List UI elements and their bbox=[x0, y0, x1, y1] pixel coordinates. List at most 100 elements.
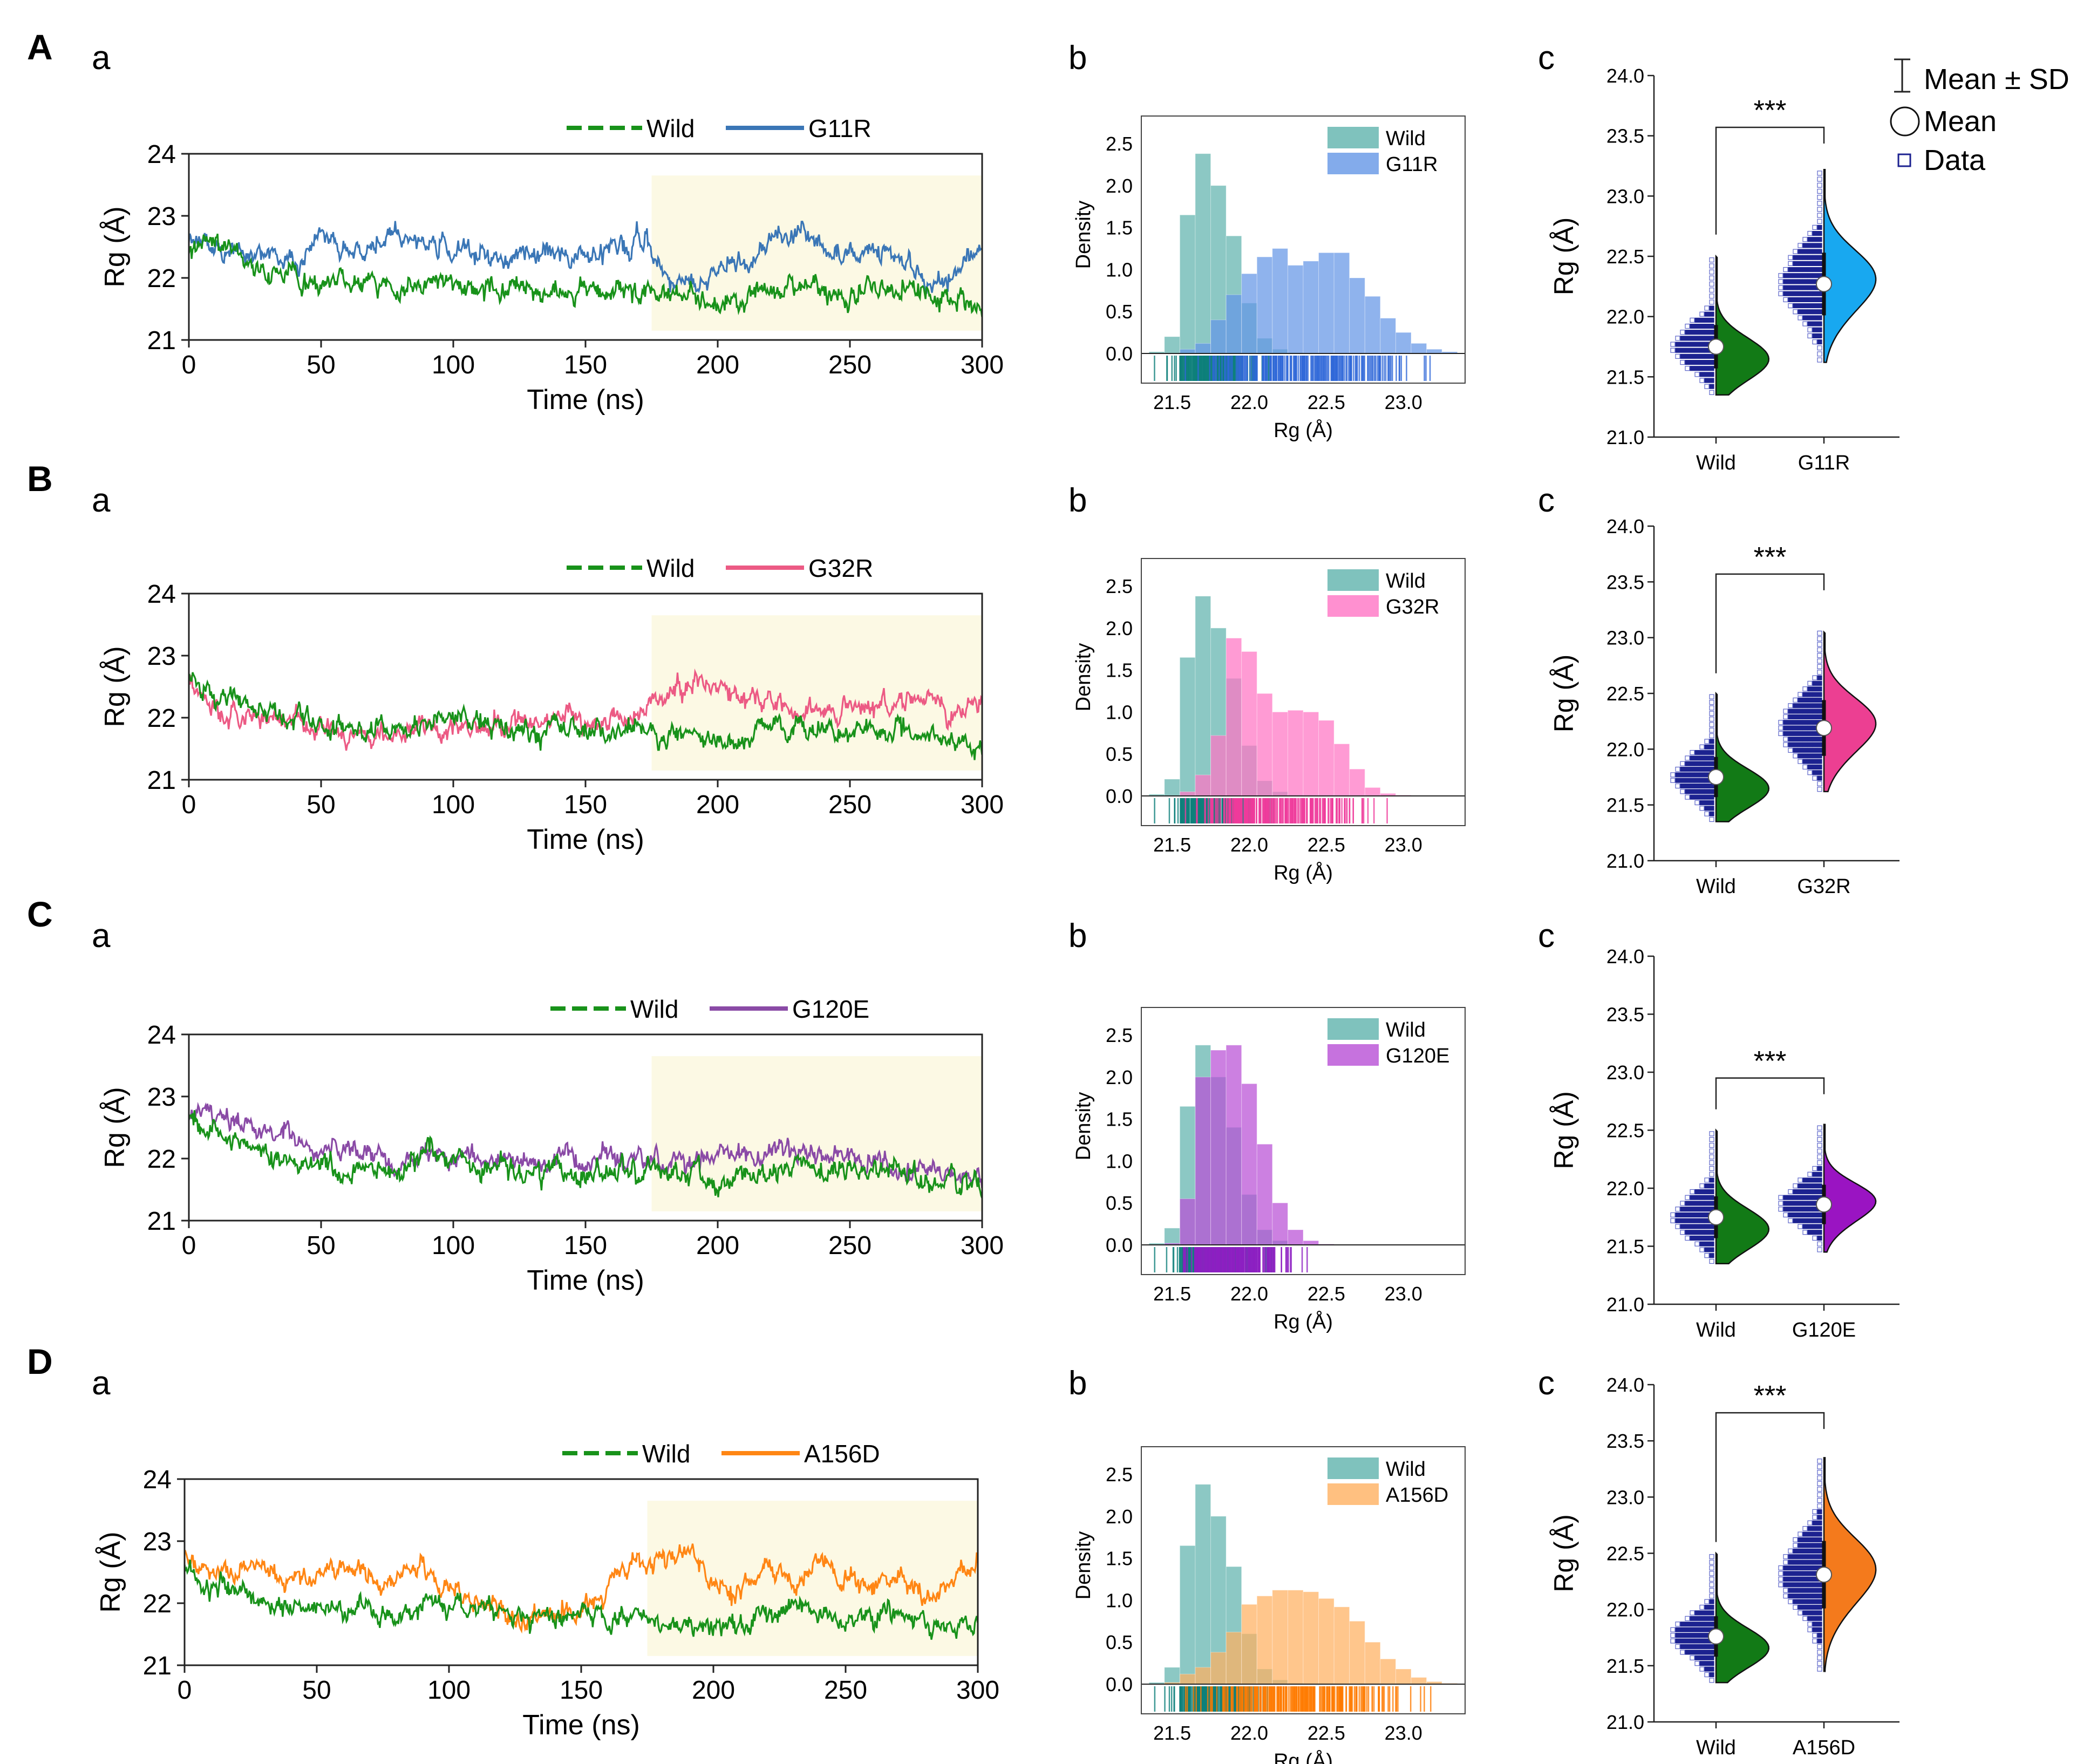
data-point bbox=[1783, 1588, 1788, 1593]
data-point bbox=[1812, 731, 1817, 737]
data-point bbox=[1685, 1235, 1690, 1241]
data-point bbox=[1802, 1582, 1808, 1588]
data-point bbox=[1694, 1189, 1700, 1195]
data-point bbox=[1807, 303, 1813, 309]
data-point bbox=[1802, 1543, 1808, 1548]
data-point bbox=[1817, 255, 1822, 260]
series-line-wild bbox=[188, 1110, 983, 1198]
data-point bbox=[1709, 359, 1714, 365]
data-point bbox=[1694, 359, 1700, 365]
data-point bbox=[1807, 1565, 1813, 1571]
data-point bbox=[1812, 1531, 1817, 1537]
data-point bbox=[1807, 770, 1813, 775]
data-point bbox=[1694, 794, 1700, 800]
y-tick-label: 0.0 bbox=[1106, 343, 1133, 365]
data-point bbox=[1680, 330, 1685, 335]
data-point bbox=[1793, 1554, 1798, 1559]
data-point bbox=[1807, 273, 1813, 278]
data-point bbox=[1709, 794, 1714, 800]
y-axis-label: Density bbox=[1072, 1092, 1095, 1161]
hist-bar-a156d bbox=[1303, 1591, 1319, 1685]
data-point bbox=[1709, 311, 1714, 317]
x-tick-label: 22.5 bbox=[1308, 1283, 1345, 1305]
data-point bbox=[1793, 714, 1798, 720]
data-point bbox=[1694, 1218, 1700, 1223]
data-point bbox=[1694, 1195, 1700, 1200]
data-point bbox=[1788, 1189, 1793, 1195]
data-point bbox=[1807, 1576, 1813, 1582]
data-point bbox=[1817, 770, 1822, 775]
hist-bar-a156d bbox=[1333, 1606, 1350, 1685]
x-tick-label: Wild bbox=[1696, 1736, 1736, 1759]
data-point bbox=[1802, 1177, 1808, 1183]
legend-sd-label: Mean ± SD bbox=[1924, 63, 2069, 96]
data-point bbox=[1812, 1576, 1817, 1582]
data-point bbox=[1709, 755, 1714, 761]
data-point bbox=[1817, 1469, 1822, 1475]
data-point bbox=[1699, 311, 1705, 317]
y-tick-label: 2.0 bbox=[1106, 617, 1133, 639]
data-point bbox=[1670, 1627, 1676, 1632]
data-point bbox=[1685, 1616, 1690, 1621]
row-B: Ba b c 0 50 100 150 200 250 300 21 22 23 24 Time (ns) R… bbox=[27, 459, 1899, 898]
x-tick-label: 21.5 bbox=[1153, 834, 1191, 856]
hist-bar-g120e bbox=[1272, 1202, 1288, 1245]
legend-swatch-mutant bbox=[1327, 153, 1379, 174]
data-point bbox=[1694, 772, 1700, 778]
data-point bbox=[1690, 1622, 1695, 1627]
data-point bbox=[1817, 642, 1822, 647]
data-point bbox=[1778, 1582, 1783, 1588]
data-point bbox=[1802, 309, 1808, 315]
panel-label-c: c bbox=[1538, 482, 1555, 519]
y-tick-label: 22 bbox=[147, 1145, 176, 1174]
data-point bbox=[1675, 783, 1680, 789]
data-point bbox=[1812, 747, 1817, 753]
hist-bar-g120e bbox=[1210, 1050, 1227, 1245]
data-point bbox=[1699, 323, 1705, 329]
hist-bar-g120e bbox=[1225, 1045, 1242, 1245]
hist-bar-g11r bbox=[1411, 343, 1427, 354]
data-point bbox=[1704, 794, 1710, 800]
y-axis-label: Rg (Å) bbox=[1549, 1514, 1579, 1592]
y-tick-label: 21 bbox=[143, 1652, 172, 1680]
data-point bbox=[1778, 725, 1783, 731]
data-point bbox=[1807, 1224, 1813, 1229]
data-point bbox=[1704, 750, 1710, 755]
data-point bbox=[1817, 692, 1822, 697]
data-point bbox=[1812, 267, 1817, 273]
data-point bbox=[1694, 1616, 1700, 1621]
time-series-panel: 0 50 100 150 200 250 300 21 22 23 24 Time (ns) Rg (Å… bbox=[99, 114, 1004, 416]
data-point bbox=[1690, 1218, 1695, 1223]
panel-label-a: a bbox=[92, 482, 111, 519]
data-point bbox=[1802, 1189, 1808, 1195]
data-point bbox=[1709, 722, 1714, 727]
data-point bbox=[1709, 323, 1714, 329]
data-point bbox=[1817, 243, 1822, 248]
highlight-region bbox=[651, 615, 982, 771]
data-point bbox=[1709, 1172, 1714, 1177]
data-point bbox=[1807, 279, 1813, 284]
data-point bbox=[1802, 315, 1808, 321]
data-point bbox=[1817, 1464, 1822, 1469]
x-tick-label: 250 bbox=[828, 791, 872, 819]
data-point bbox=[1685, 766, 1690, 772]
data-point bbox=[1807, 315, 1813, 321]
data-point bbox=[1704, 1610, 1710, 1616]
x-tick-label: 100 bbox=[432, 1231, 475, 1260]
data-point bbox=[1778, 1571, 1783, 1576]
data-point bbox=[1793, 1537, 1798, 1543]
data-point bbox=[1778, 720, 1783, 725]
hist-bar-g32r bbox=[1349, 768, 1365, 796]
data-point bbox=[1807, 1537, 1813, 1543]
data-point bbox=[1685, 778, 1690, 783]
data-point bbox=[1812, 1230, 1817, 1235]
data-point bbox=[1802, 321, 1808, 326]
data-point bbox=[1793, 737, 1798, 742]
data-point bbox=[1704, 311, 1710, 317]
data-point bbox=[1817, 1655, 1822, 1660]
data-point bbox=[1793, 1195, 1798, 1200]
data-point bbox=[1783, 279, 1788, 284]
legend-swatch-mutant bbox=[1327, 595, 1379, 617]
data-point bbox=[1783, 267, 1788, 273]
